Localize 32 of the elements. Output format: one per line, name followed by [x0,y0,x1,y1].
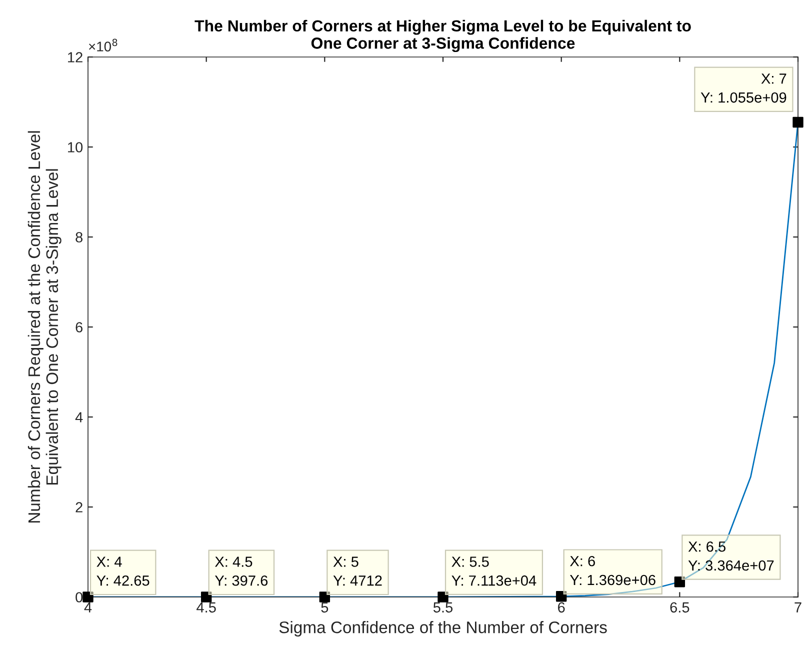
x-tick-label: 5 [321,602,328,613]
annotation: X: 5 Y: 4712 [333,556,382,586]
chart-title: The Number of Corners at Higher Sigma Level to be Equivalent to One Corner at 3-Sigma Confidence [194,20,691,52]
y-tick-label: 6 [76,322,82,332]
annotation: X: 6.5 Y: 3.364e+07 [688,541,774,571]
point [200,592,212,602]
point [674,576,686,588]
x-tick-label: 5.5 [433,602,453,613]
annotation: X: 5.5 Y: 7.113e+04 [452,556,536,586]
text: ×10$^{8}$ [88,38,118,52]
x-tick-label: 6.5 [670,602,690,613]
point [438,592,448,602]
annotation: X: 7 Y: 1.055e+09 [700,74,786,103]
y-axis-title: Number of Corners Required at the Confidence Level Equivalent to One Corner at 3-Sigma Level [28,131,62,522]
y-tick-label: 12 [68,52,82,62]
y-tick-label: 8 [76,232,83,242]
point [792,116,804,128]
y-tick-label: 0 [76,592,83,602]
point [82,592,94,602]
x-tick-label: 4 [84,602,92,612]
point [556,591,567,602]
x-axis-title: Sigma Confidence of the Number of Corners [279,621,607,637]
y-tick-label: 2 [76,502,82,512]
point [319,592,330,602]
x-tick-label: 6 [558,602,565,613]
annotation: X: 4 Y: 42.65 [96,556,150,586]
x-tick-label: 4.5 [196,602,216,613]
annotation: X: 4.5 Y: 397.6 [214,556,268,586]
x-tick-label: 7 [794,602,802,612]
y-tick-label: 4 [75,412,83,422]
y-tick-label: 10 [68,142,83,152]
annotation: X: 6 Y: 1.369e+06 [570,556,656,586]
